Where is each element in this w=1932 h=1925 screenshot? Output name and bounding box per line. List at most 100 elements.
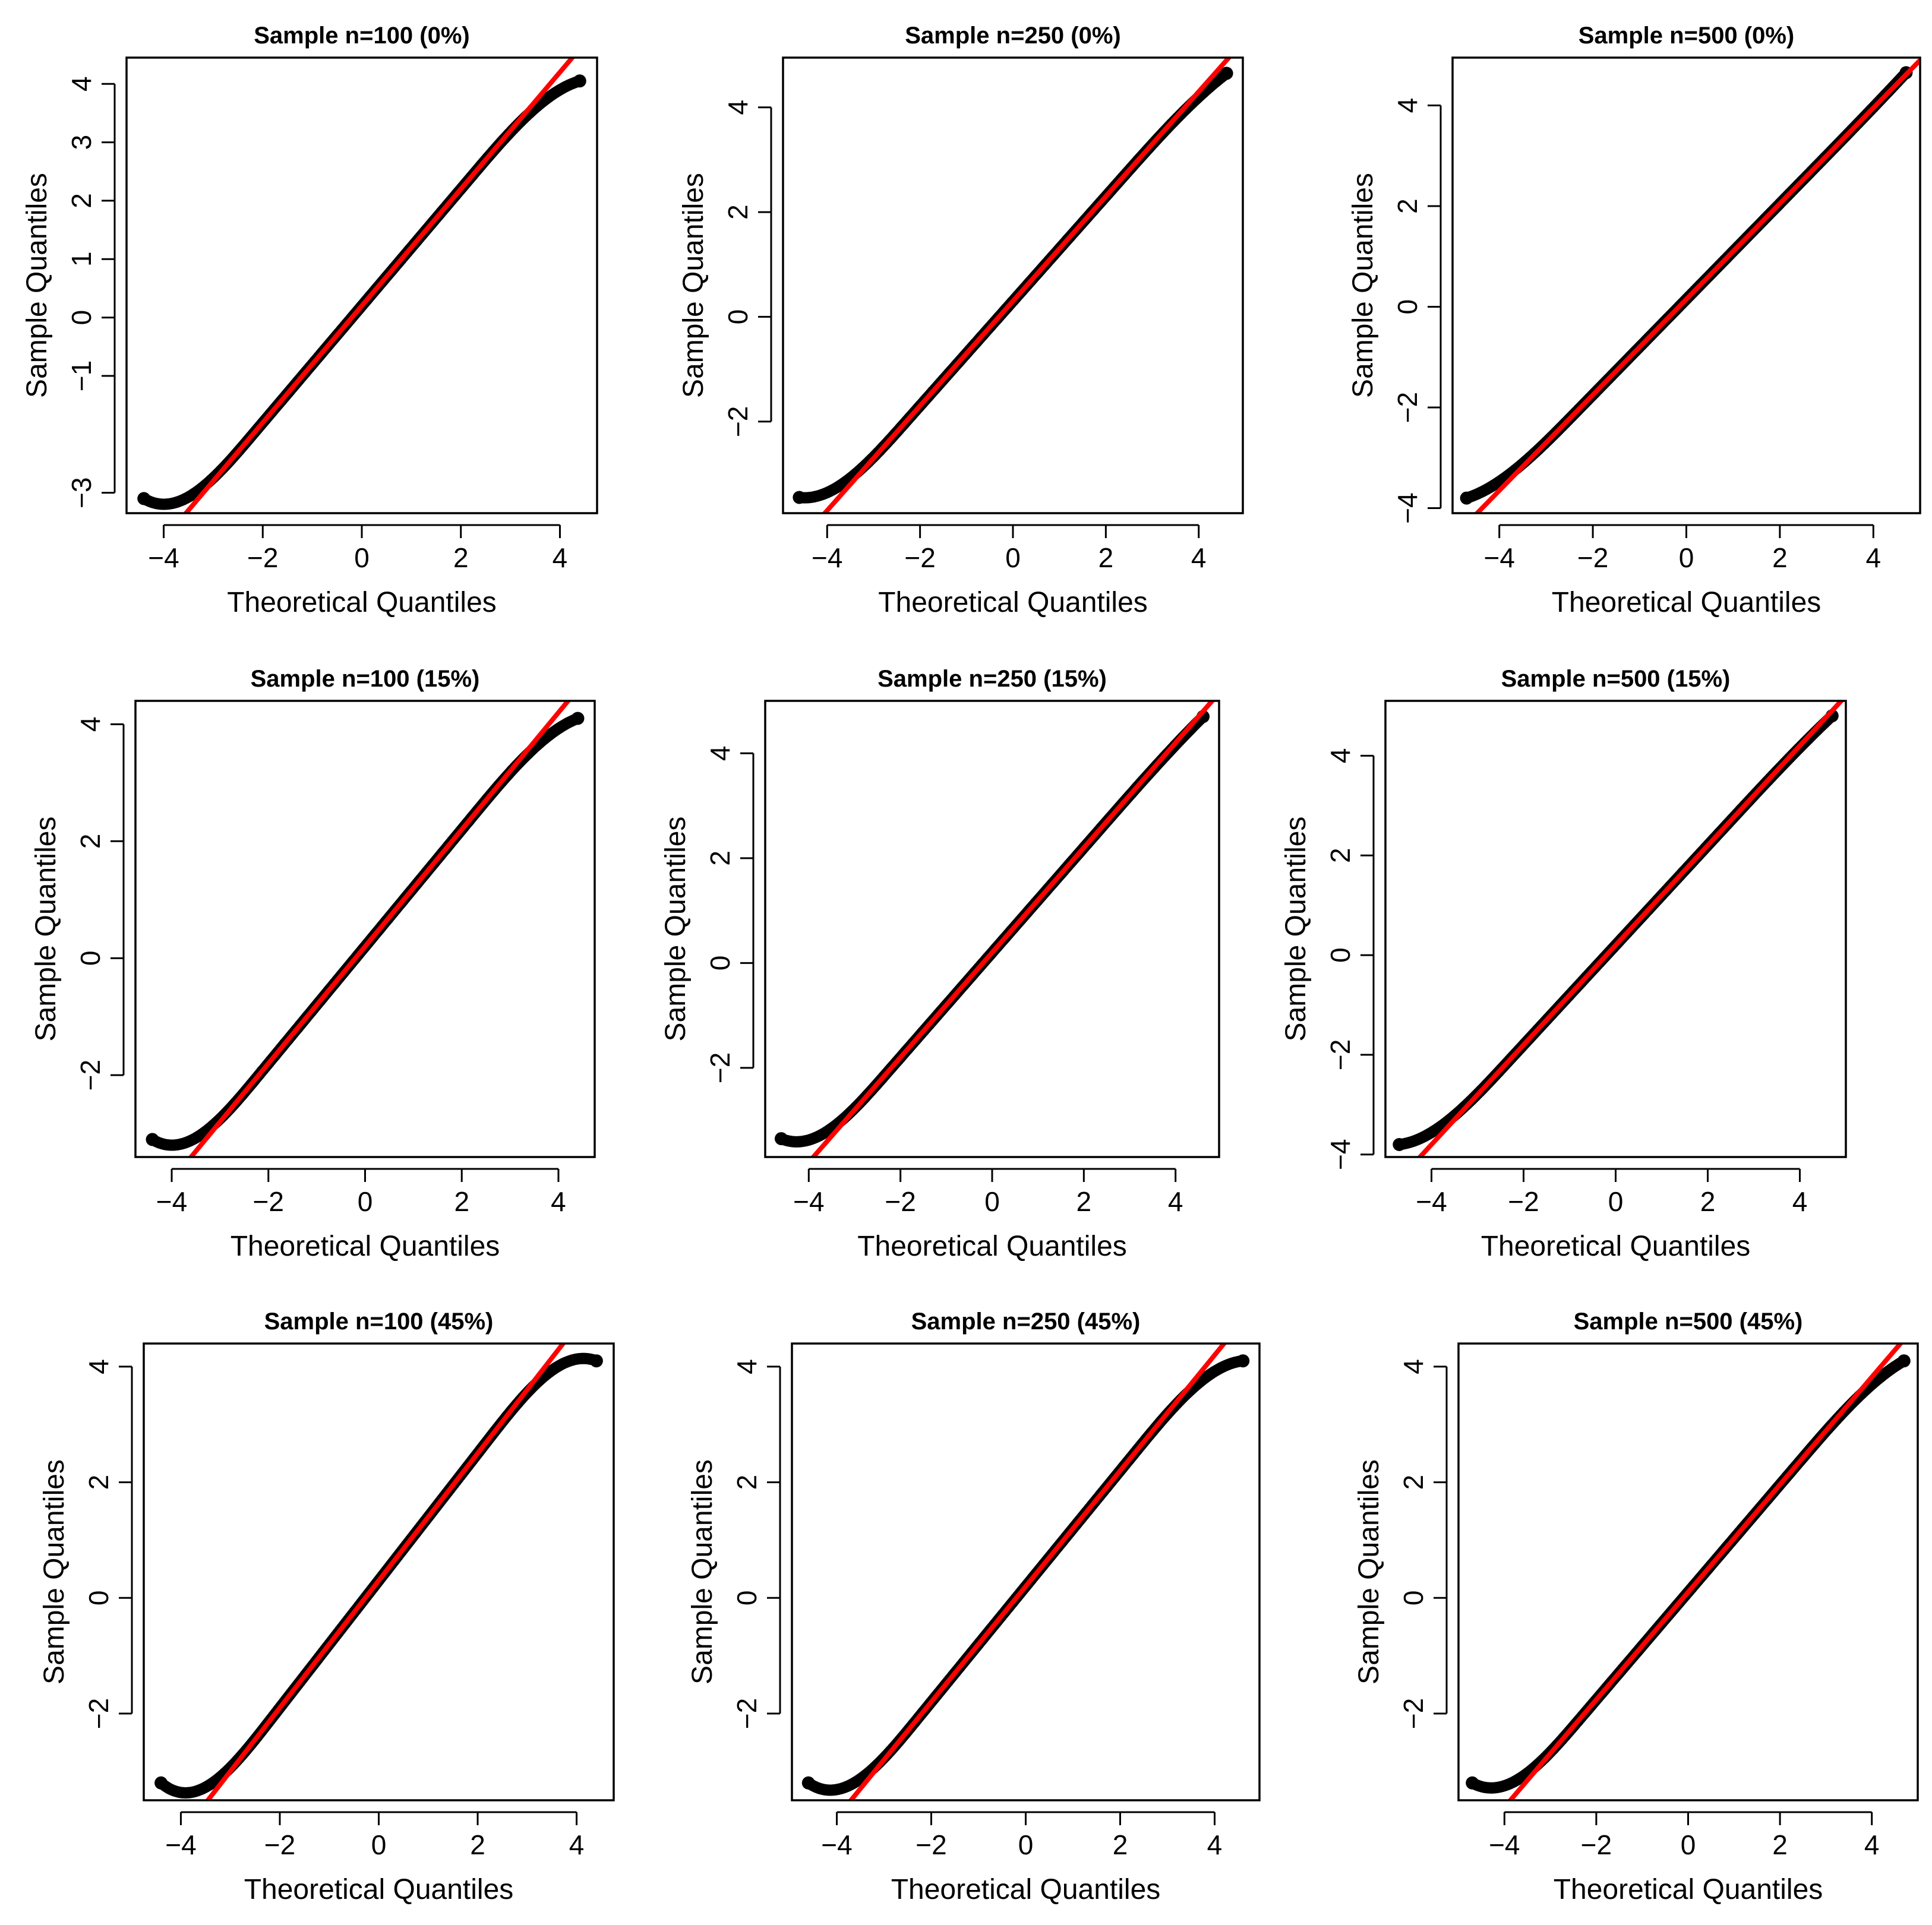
y-tick-label: 2 [75,834,106,849]
x-tick-label: 2 [1772,1829,1788,1860]
x-tick-label: −2 [916,1829,946,1860]
y-axis-label: Sample Quantiles [660,817,692,1042]
y-tick-label: 0 [66,310,97,325]
qq-points [137,74,586,510]
x-tick-label: 0 [984,1186,1000,1217]
y-tick-label: −2 [722,406,753,437]
x-tick-label: 4 [551,1186,566,1217]
y-axis: −2 0 2 4 Sample Quantiles [687,1359,781,1729]
x-axis: −4 −2 0 2 4 Theoretical Quantiles [1489,1811,1879,1905]
y-axis-label: Sample Quantiles [21,173,53,398]
x-tick-label: −2 [253,1186,284,1217]
x-tick-label: 4 [1866,542,1882,573]
x-axis-label: Theoretical Quantiles [1481,1231,1751,1262]
qq-points [154,1352,603,1798]
panel-title: Sample n=250 (0%) [905,23,1121,49]
y-axis: −2 0 2 4 Sample Quantiles [39,1359,133,1729]
qq-panel-7: Sample n=100 (45%) −4 −2 0 2 4 Theoretical Qua… [39,1308,615,1905]
y-tick-label: 0 [1398,1591,1429,1606]
y-tick-label: −2 [1392,392,1423,423]
y-tick-label: 4 [1392,98,1423,113]
plot-frame [1451,56,1921,514]
y-axis-label: Sample Quantiles [30,817,62,1042]
x-tick-label: −2 [1508,1186,1539,1217]
y-axis: −4 −2 0 2 4 Sample Quantiles [1347,98,1442,524]
plot-frame [791,1342,1261,1801]
x-axis-label: Theoretical Quantiles [1552,587,1821,618]
y-tick-label: −2 [1398,1698,1429,1729]
qq-points [1460,66,1913,505]
y-axis-label: Sample Quantiles [687,1459,718,1684]
y-tick-label: −4 [1392,492,1423,523]
x-axis: −4 −2 0 2 4 Theoretical Quantiles [1483,524,1882,618]
reference-line [848,1344,1227,1800]
plot-frame [134,700,596,1158]
y-tick-label: 4 [75,717,106,732]
x-tick-label: 2 [1077,1186,1092,1217]
x-tick-label: 0 [1608,1186,1624,1217]
y-tick-label: −4 [1325,1139,1356,1170]
qq-panel-2: Sample n=250 (0%) −4 −2 0 2 4 Theoretical Quan… [678,23,1244,618]
y-axis-label: Sample Quantiles [1280,817,1312,1042]
qq-points [801,1354,1250,1796]
x-tick-label: 4 [1207,1829,1223,1860]
reference-line [1507,1344,1904,1800]
y-tick-label: 0 [1325,947,1356,963]
y-tick-label: −2 [75,1060,106,1090]
y-axis-label: Sample Quantiles [678,173,709,398]
y-tick-label: 0 [83,1591,114,1606]
qq-points [793,67,1233,504]
x-axis-label: Theoretical Quantiles [231,1231,500,1262]
x-axis: −4 −2 0 2 4 Theoretical Quantiles [812,524,1207,618]
qq-point [571,712,585,725]
y-axis-label: Sample Quantiles [39,1459,70,1684]
plot-area [1460,58,1920,513]
x-tick-label: 2 [1700,1186,1716,1217]
qq-panel-3: Sample n=500 (0%) −4 −2 0 2 4 Theoretical Quan… [1347,23,1921,618]
x-tick-label: 0 [354,542,370,573]
x-tick-label: −2 [904,542,935,573]
y-axis-label: Sample Quantiles [1353,1459,1385,1684]
qq-point [1220,67,1233,80]
y-axis: −3 −1 0 1 2 3 4 Sample Quantiles [21,76,116,508]
x-tick-label: 4 [553,542,568,573]
y-tick-label: −2 [83,1698,114,1729]
qq-panel-5: Sample n=250 (15%) −4 −2 0 2 4 Theoretical Qua… [660,666,1220,1262]
plot-area [154,1344,603,1800]
y-tick-label: 2 [83,1475,114,1490]
x-tick-label: −4 [156,1186,187,1217]
qq-panel-4: Sample n=100 (15%) −4 −2 0 2 4 Theoretical Qua… [30,666,596,1262]
plot-area [793,58,1233,513]
y-tick-label: 2 [1325,848,1356,863]
plot-area [137,58,586,513]
y-tick-label: 4 [1325,748,1356,764]
x-tick-label: −4 [1489,1829,1520,1860]
y-axis-label: Sample Quantiles [1347,173,1379,398]
x-tick-label: −4 [1416,1186,1447,1217]
plot-frame [782,56,1244,514]
x-tick-label: 0 [1005,542,1021,573]
plot-frame [764,700,1220,1158]
panel-title: Sample n=100 (45%) [264,1308,494,1335]
plot-area [1466,1344,1911,1800]
x-tick-label: 2 [1098,542,1114,573]
x-tick-label: −2 [247,542,278,573]
panel-title: Sample n=100 (15%) [251,666,480,692]
y-tick-label: 2 [1398,1475,1429,1490]
panel-title: Sample n=500 (45%) [1574,1308,1803,1335]
x-tick-label: 2 [453,542,469,573]
y-tick-label: −2 [1325,1039,1356,1070]
x-tick-label: −2 [1577,542,1608,573]
plot-frame [1457,1342,1919,1801]
panel-title: Sample n=500 (0%) [1579,23,1795,49]
y-tick-label: 3 [66,135,97,150]
y-tick-label: 4 [722,100,753,115]
x-tick-label: 0 [371,1829,387,1860]
x-axis-label: Theoretical Quantiles [1554,1874,1823,1905]
y-axis: −2 0 2 4 Sample Quantiles [30,717,125,1090]
x-tick-label: −4 [165,1829,196,1860]
x-axis-label: Theoretical Quantiles [227,587,497,618]
y-tick-label: 2 [705,851,735,866]
plot-frame [143,1342,615,1801]
